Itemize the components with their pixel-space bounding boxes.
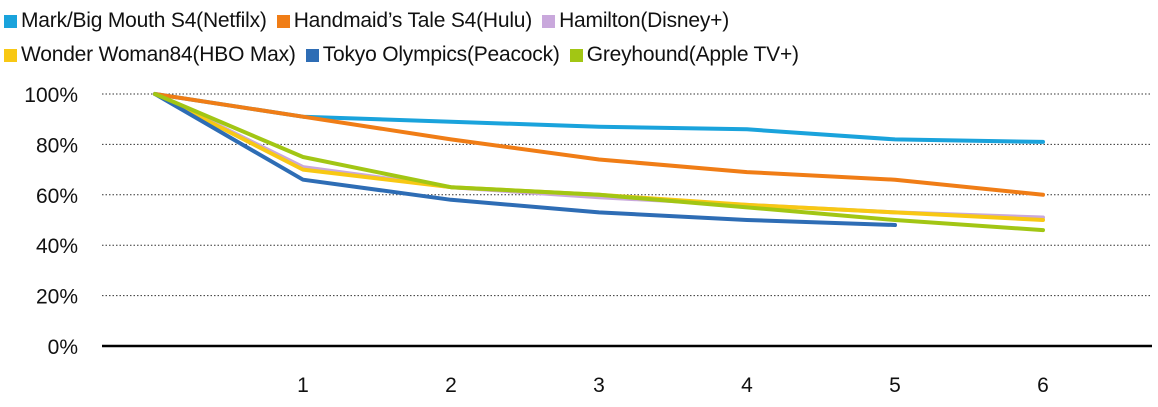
legend-swatch-disney [542, 14, 556, 28]
y-tick-label-40: 40% [36, 235, 78, 258]
y-tick-label-60: 60% [36, 185, 78, 208]
y-tick-label-0: 0% [48, 336, 78, 359]
legend-swatch-netflix [4, 14, 17, 28]
legend-row-2: Wonder Woman84(HBO Max) Tokyo Olympics(P… [4, 38, 1154, 72]
legend-label-netflix: Mark/Big Mouth S4(Netfilx) [21, 9, 267, 32]
x-tick-label-6: 6 [1037, 374, 1049, 397]
legend-item-hbo: Wonder Woman84(HBO Max) [4, 43, 296, 67]
y-tick-label-20: 20% [36, 286, 78, 309]
x-tick-label-3: 3 [593, 374, 605, 397]
legend-label-peacock: Tokyo Olympics(Peacock) [322, 43, 560, 66]
legend-item-hulu: Handmaid’s Tale S4(Hulu) [276, 9, 533, 33]
series-layer [153, 92, 1045, 233]
legend-label-disney: Hamilton(Disney+) [559, 9, 729, 32]
legend-label-apple: Greyhound(Apple TV+) [586, 43, 799, 66]
legend-swatch-apple [569, 48, 583, 62]
legend: Mark/Big Mouth S4(Netfilx) Handmaid’s Ta… [4, 4, 1154, 72]
x-tick-label-2: 2 [445, 374, 457, 397]
legend-label-hbo: Wonder Woman84(HBO Max) [21, 43, 296, 66]
series-line-mark-big-mouth-s4-netfilx [153, 92, 1045, 144]
y-tick-label-80: 80% [36, 134, 78, 157]
x-tick-label-5: 5 [889, 374, 901, 397]
label-layer: 100% 80% 60% 40% 20% 0% 1 2 3 4 5 6 [24, 84, 1049, 397]
legend-label-hulu: Handmaid’s Tale S4(Hulu) [293, 9, 533, 32]
series-line-handmaid-s-tale-s4-hulu [153, 92, 1045, 197]
legend-item-apple: Greyhound(Apple TV+) [569, 43, 799, 67]
legend-swatch-hulu [276, 14, 290, 28]
legend-swatch-peacock [305, 48, 319, 62]
y-tick-label-100: 100% [24, 84, 78, 107]
series-line-tokyo-olympics-peacock [153, 92, 897, 227]
x-tick-label-4: 4 [741, 374, 753, 397]
legend-item-peacock: Tokyo Olympics(Peacock) [305, 43, 560, 67]
legend-item-disney: Hamilton(Disney+) [542, 9, 729, 33]
legend-item-netflix: Mark/Big Mouth S4(Netfilx) [4, 9, 267, 33]
legend-swatch-hbo [4, 48, 17, 62]
legend-row-1: Mark/Big Mouth S4(Netfilx) Handmaid’s Ta… [4, 4, 1154, 38]
x-tick-label-1: 1 [297, 374, 309, 397]
